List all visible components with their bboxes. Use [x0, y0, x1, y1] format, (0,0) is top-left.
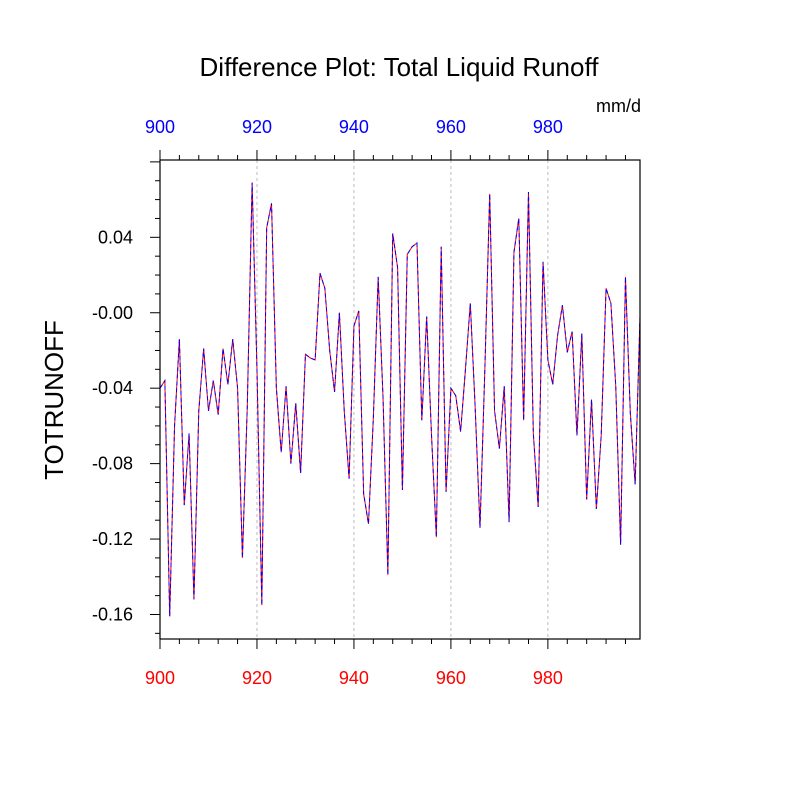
x-top-tick-label: 920	[242, 117, 272, 137]
x-top-tick-label: 900	[145, 117, 175, 137]
chart-title: Difference Plot: Total Liquid Runoff	[200, 52, 600, 82]
y-tick-label: -0.00	[92, 303, 133, 323]
x-tick-label: 960	[436, 668, 466, 688]
y-tick-label: 0.04	[98, 227, 133, 247]
x-tick-label: 980	[533, 668, 563, 688]
x-top-tick-label: 980	[533, 117, 563, 137]
plot-frame	[159, 159, 641, 640]
x-tick-label: 920	[242, 668, 272, 688]
y-tick-label: -0.16	[92, 604, 133, 624]
units-label: mm/d	[596, 96, 641, 116]
grid-layer	[256, 160, 549, 639]
y-axis-label: TOTRUNOFF	[39, 320, 69, 480]
tick-layer	[150, 150, 626, 649]
y-tick-label: -0.08	[92, 454, 133, 474]
series-line-b	[159, 182, 641, 617]
x-top-tick-label: 960	[436, 117, 466, 137]
series-layer	[159, 182, 641, 617]
x-tick-label: 900	[145, 668, 175, 688]
x-top-tick-label: 940	[339, 117, 369, 137]
tick-label-layer: 900 900 920 920 940 940 960 960 980 980 0.04 -0.00 -…	[92, 117, 563, 688]
y-tick-label: -0.12	[92, 529, 133, 549]
x-tick-label: 940	[339, 668, 369, 688]
y-tick-label: -0.04	[92, 378, 133, 398]
